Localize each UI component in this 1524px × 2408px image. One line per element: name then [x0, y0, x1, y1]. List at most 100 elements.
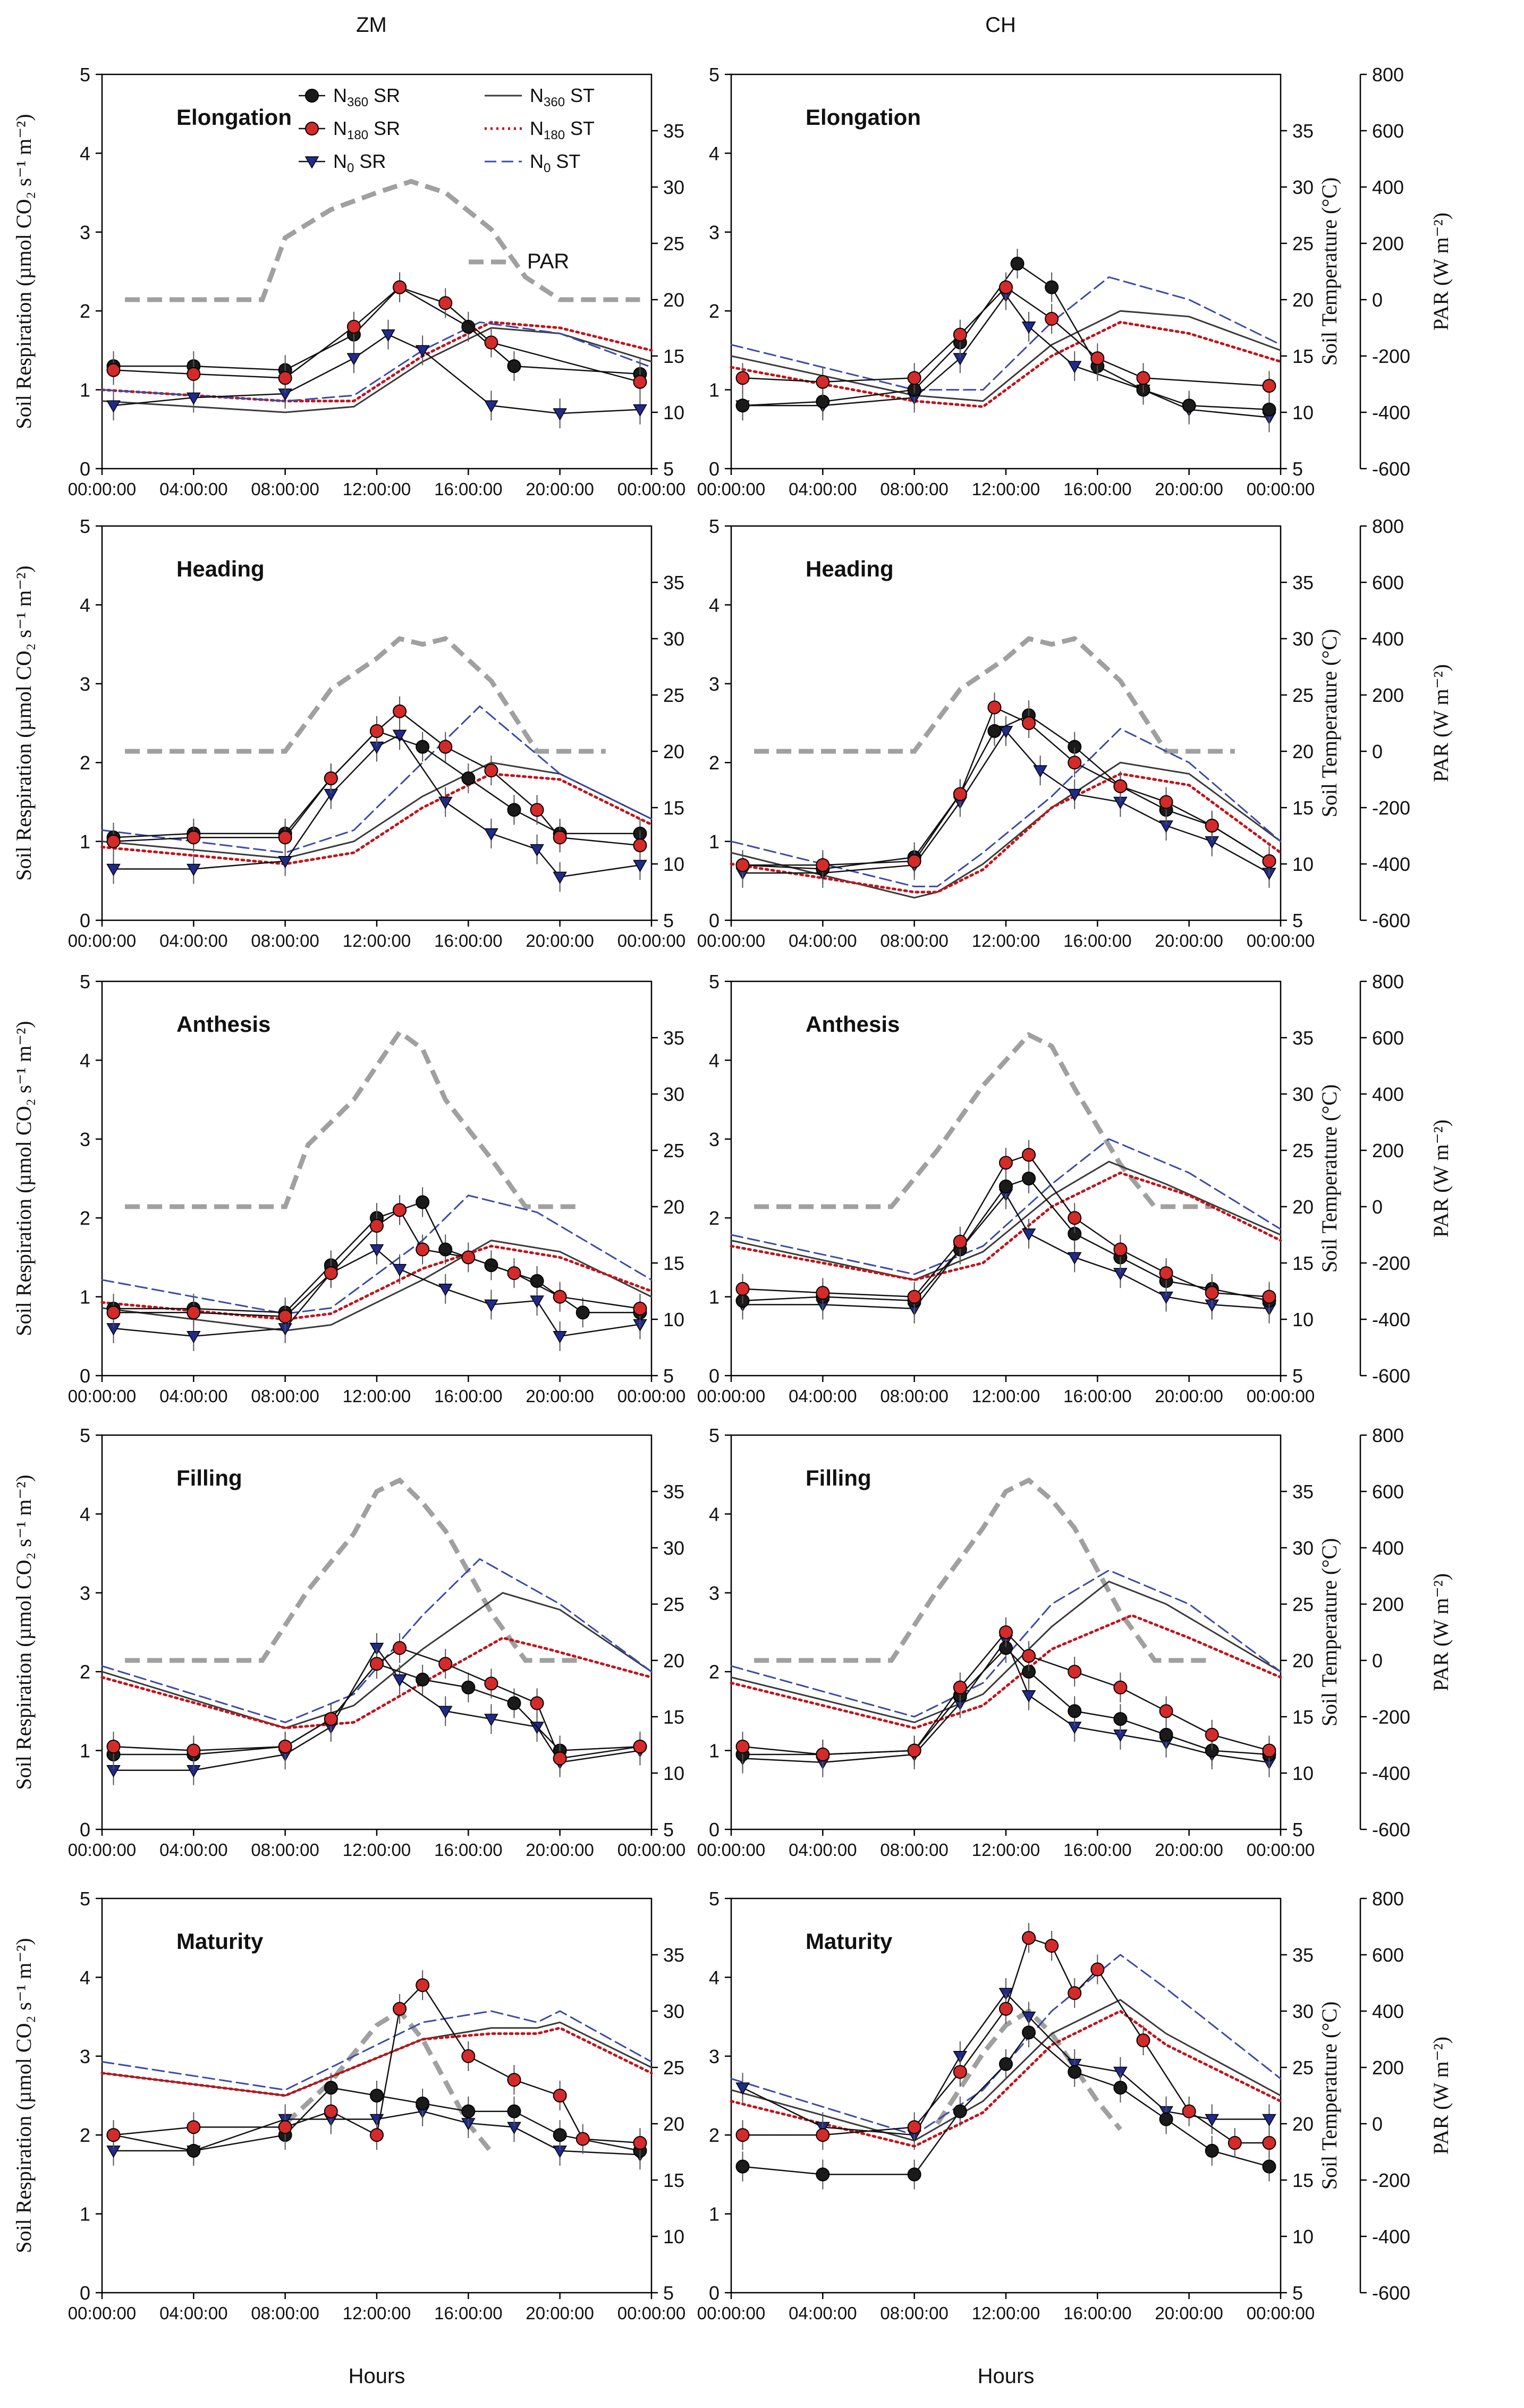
- temp-tick-label: 30: [663, 1537, 684, 1559]
- column-header: ZM: [356, 13, 387, 37]
- temp-tick-label: 20: [663, 2113, 684, 2135]
- sr-tick-label: 1: [709, 379, 719, 401]
- sr-point-n0: [553, 408, 567, 421]
- stage-title: Elongation: [176, 105, 292, 130]
- sr-tick-label: 0: [709, 1819, 719, 1841]
- sr-point-n180: [1159, 1266, 1173, 1281]
- sr-tick-label: 2: [80, 2124, 90, 2146]
- legend-label-sub: 360: [544, 95, 565, 109]
- x-tick-label: 16:00:00: [434, 1386, 502, 1406]
- sr-point-n180: [553, 1290, 567, 1304]
- par-line: [754, 1032, 1212, 1209]
- x-tick-label: 00:00:00: [1247, 2303, 1315, 2323]
- temp-tick-label: 10: [1292, 1762, 1314, 1784]
- x-tick-label: 20:00:00: [526, 931, 594, 951]
- panel-ch-heading: 0 1 2 3 4 5 5 10 15 20 25 30 35 00:00:00 04:00:00 08:00…: [697, 515, 1453, 951]
- sr-point-n360: [1113, 1712, 1128, 1726]
- st-line-n180: [100, 772, 653, 866]
- temp-tick-label: 25: [1292, 684, 1314, 706]
- sr-tick-label: 5: [709, 971, 719, 993]
- par-tick-label: 0: [1372, 1650, 1383, 1672]
- temp-tick-label: 30: [663, 2000, 684, 2022]
- sr-point-n180: [370, 724, 384, 738]
- sr-line-n360: [742, 1647, 1269, 1756]
- x-tick-label: 12:00:00: [343, 479, 411, 499]
- temp-tick-label: 5: [1292, 1365, 1303, 1387]
- sr-point-n0: [369, 1244, 384, 1257]
- sr-point-n0: [392, 1264, 407, 1277]
- sr-point-n180: [187, 830, 201, 845]
- sr-point-n360: [416, 1673, 430, 1687]
- temp-tick-label: 5: [663, 1365, 674, 1387]
- panel-ch-maturity: 0 1 2 3 4 5 5 10 15 20 25 30 35 00:00:00 04:00:00 08:00…: [697, 1888, 1453, 2323]
- sr-point-n180: [1022, 1649, 1036, 1663]
- temp-tick-label: 15: [663, 1252, 684, 1274]
- sr-point-n180: [461, 2049, 476, 2063]
- column-headers: ZM CH: [356, 13, 1016, 37]
- stage-title: Filling: [176, 1465, 242, 1490]
- sr-tick-label: 5: [80, 971, 90, 993]
- sr-tick-label: 4: [709, 1966, 719, 1988]
- st-line-n0: [101, 705, 653, 854]
- par-tick-label: -600: [1372, 910, 1410, 931]
- legend-label-sub: 0: [544, 161, 551, 175]
- sr-point-n360: [1010, 257, 1025, 271]
- sr-point-n180: [1090, 351, 1105, 366]
- sr-point-n0: [1067, 788, 1082, 802]
- sr-point-n180: [1262, 1290, 1276, 1304]
- st-line-n0: [101, 2010, 653, 2091]
- x-tick-label: 00:00:00: [697, 1386, 765, 1406]
- sr-point-n180: [999, 1156, 1013, 1170]
- sr-point-n360: [1068, 2065, 1082, 2079]
- sr-point-n180: [553, 1751, 567, 1766]
- temp-tick-label: 10: [1292, 853, 1314, 875]
- sr-point-n0: [392, 1674, 407, 1687]
- temp-tick-label: 25: [1292, 2057, 1314, 2079]
- par-tick-label: -200: [1372, 2169, 1410, 2191]
- sr-point-n180: [999, 2002, 1013, 2016]
- sr-point-n180: [953, 1680, 967, 1694]
- temp-tick-label: 30: [1292, 2000, 1314, 2022]
- x-tick-label: 00:00:00: [68, 931, 136, 951]
- temp-tick-label: 15: [663, 1706, 684, 1728]
- x-tick-label: 00:00:00: [1247, 931, 1315, 951]
- sr-point-n180: [999, 280, 1013, 294]
- sr-point-n360: [999, 1179, 1013, 1193]
- sr-point-n180: [370, 2128, 384, 2142]
- sr-point-n360: [1159, 2112, 1173, 2126]
- sr-line-n180: [113, 286, 640, 383]
- sr-point-n180: [1262, 854, 1276, 868]
- sr-point-n180: [393, 1203, 407, 1217]
- legend-marker: [305, 122, 319, 135]
- temp-tick-label: 25: [663, 2057, 684, 2079]
- sr-point-n180: [278, 1740, 292, 1754]
- x-tick-label: 16:00:00: [434, 931, 502, 951]
- par-tick-label: -600: [1372, 458, 1410, 480]
- legend-label-base: N: [333, 150, 347, 172]
- x-tick-label: 00:00:00: [68, 1386, 136, 1406]
- temp-tick-label: 20: [1292, 1196, 1314, 1218]
- sr-point-n360: [507, 359, 521, 374]
- x-tick-label: 08:00:00: [880, 479, 948, 499]
- sr-tick-label: 1: [80, 1740, 90, 1762]
- temp-tick-label: 5: [663, 910, 674, 931]
- sr-point-n0: [187, 1331, 201, 1344]
- legend-item: N360 SR: [299, 84, 400, 109]
- temp-tick-label: 25: [663, 1140, 684, 1161]
- sr-point-n180: [1022, 1148, 1036, 1162]
- par-tick-label: 0: [1372, 741, 1383, 762]
- temp-tick-label: 30: [1292, 628, 1314, 650]
- sr-point-n180: [816, 375, 830, 389]
- sr-point-n180: [187, 2120, 201, 2134]
- temp-tick-label: 35: [1292, 1481, 1314, 1503]
- sr-point-n180: [370, 1657, 384, 1671]
- sr-point-n180: [106, 2128, 121, 2142]
- x-tick-label: 08:00:00: [251, 2303, 319, 2323]
- sr-point-n180: [346, 319, 361, 334]
- x-tick-label: 08:00:00: [880, 2303, 948, 2323]
- x-tick-label: 20:00:00: [1155, 479, 1223, 499]
- sr-point-n360: [416, 1195, 430, 1209]
- temp-tick-label: 15: [663, 797, 684, 819]
- sr-point-n360: [907, 2167, 921, 2182]
- st-line-n180: [100, 2027, 653, 2097]
